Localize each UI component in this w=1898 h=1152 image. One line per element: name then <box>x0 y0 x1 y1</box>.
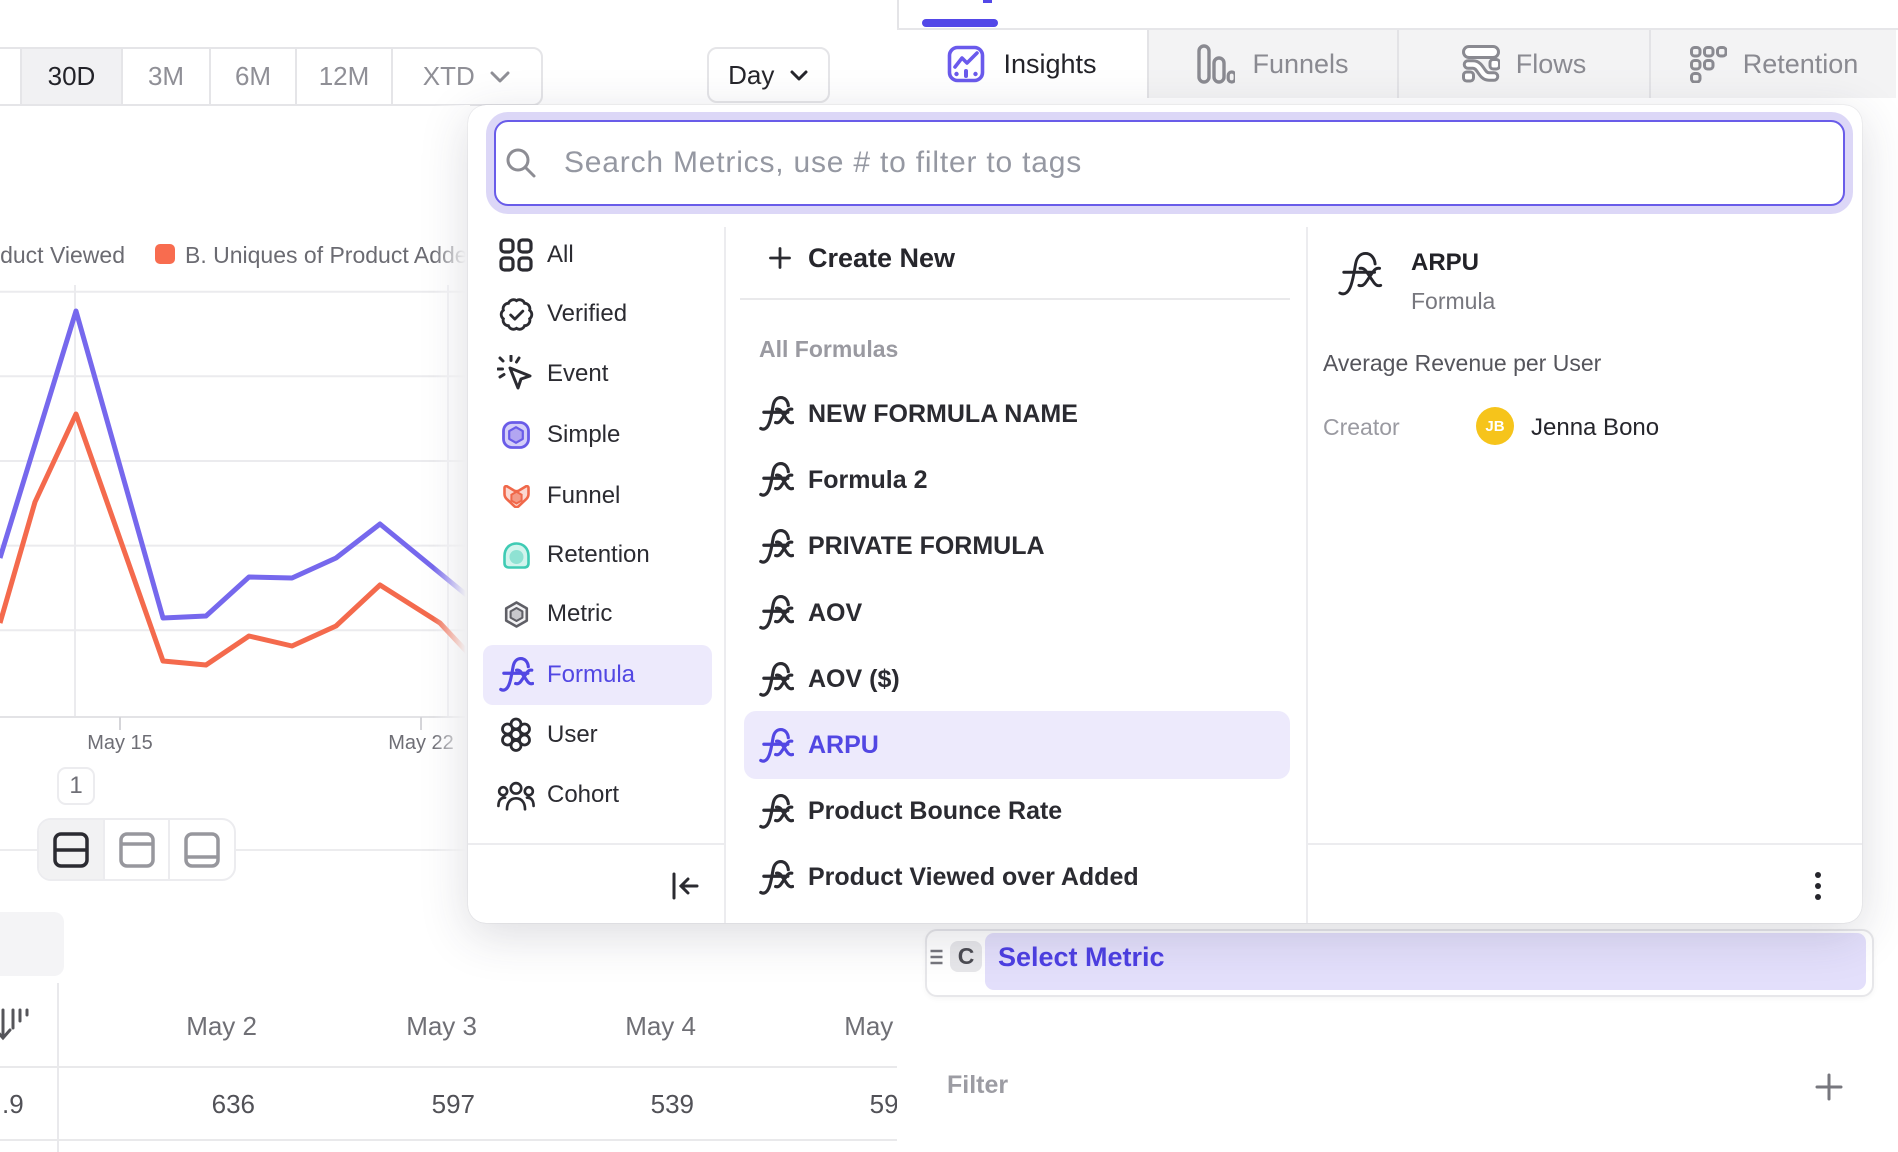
svg-text:May 15: May 15 <box>87 732 153 754</box>
